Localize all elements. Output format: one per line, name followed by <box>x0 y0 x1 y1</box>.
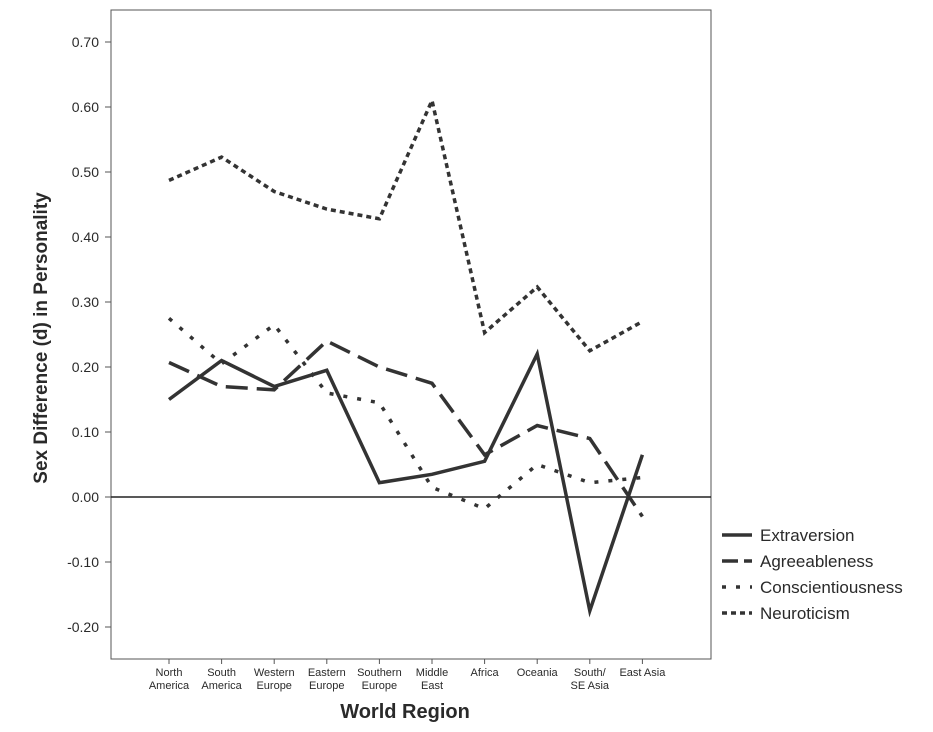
y-tick-label: 0.40 <box>72 229 99 245</box>
series-layer <box>167 94 645 618</box>
x-tick-label: South America <box>201 667 242 692</box>
y-tick-label: 0.30 <box>72 294 99 310</box>
plot-area <box>110 9 712 660</box>
legend-label: Neuroticism <box>760 604 850 623</box>
legend-label: Agreeableness <box>760 552 873 571</box>
series-line-extraversion <box>167 348 645 618</box>
legend: Extraversion Agreeableness Conscientiousne… <box>722 526 903 623</box>
y-tick-label: -0.10 <box>67 554 99 570</box>
series-line-neuroticism <box>168 94 644 354</box>
y-tick-label: 0.70 <box>72 34 99 50</box>
y-axis-title: Sex Difference (d) in Personality <box>31 192 52 484</box>
legend-label: Conscientiousness <box>760 578 903 597</box>
x-tick-label: Oceania <box>517 667 559 679</box>
y-tick-label: -0.20 <box>67 619 99 635</box>
y-tick-label: 0.50 <box>72 164 99 180</box>
x-axis-title: World Region <box>340 701 470 723</box>
x-tick-label: East Asia <box>619 667 666 679</box>
x-tick-label: Western Europe <box>254 667 295 692</box>
x-tick-label: Eastern Europe <box>308 667 346 692</box>
y-axis: 0.70 0.60 0.50 0.40 0.30 0.20 0.10 0.00 -0.10 -0.… <box>67 34 111 635</box>
x-tick-label: Middle East <box>416 667 448 692</box>
y-tick-label: 0.20 <box>72 359 99 375</box>
series-line-agreeableness <box>168 338 644 518</box>
series-line-conscientiousness <box>167 316 643 511</box>
y-tick-label: 0.00 <box>72 489 99 505</box>
legend-label: Extraversion <box>760 526 854 545</box>
x-tick-label: Southern Europe <box>357 667 402 692</box>
y-tick-label: 0.10 <box>72 424 99 440</box>
x-tick-label: Africa <box>471 667 500 679</box>
x-tick-label: South/SE Asia <box>571 667 610 692</box>
x-axis: North America South America Western Europe Eas… <box>149 659 666 692</box>
y-tick-label: 0.60 <box>72 99 99 115</box>
x-tick-label: North America <box>149 667 190 692</box>
